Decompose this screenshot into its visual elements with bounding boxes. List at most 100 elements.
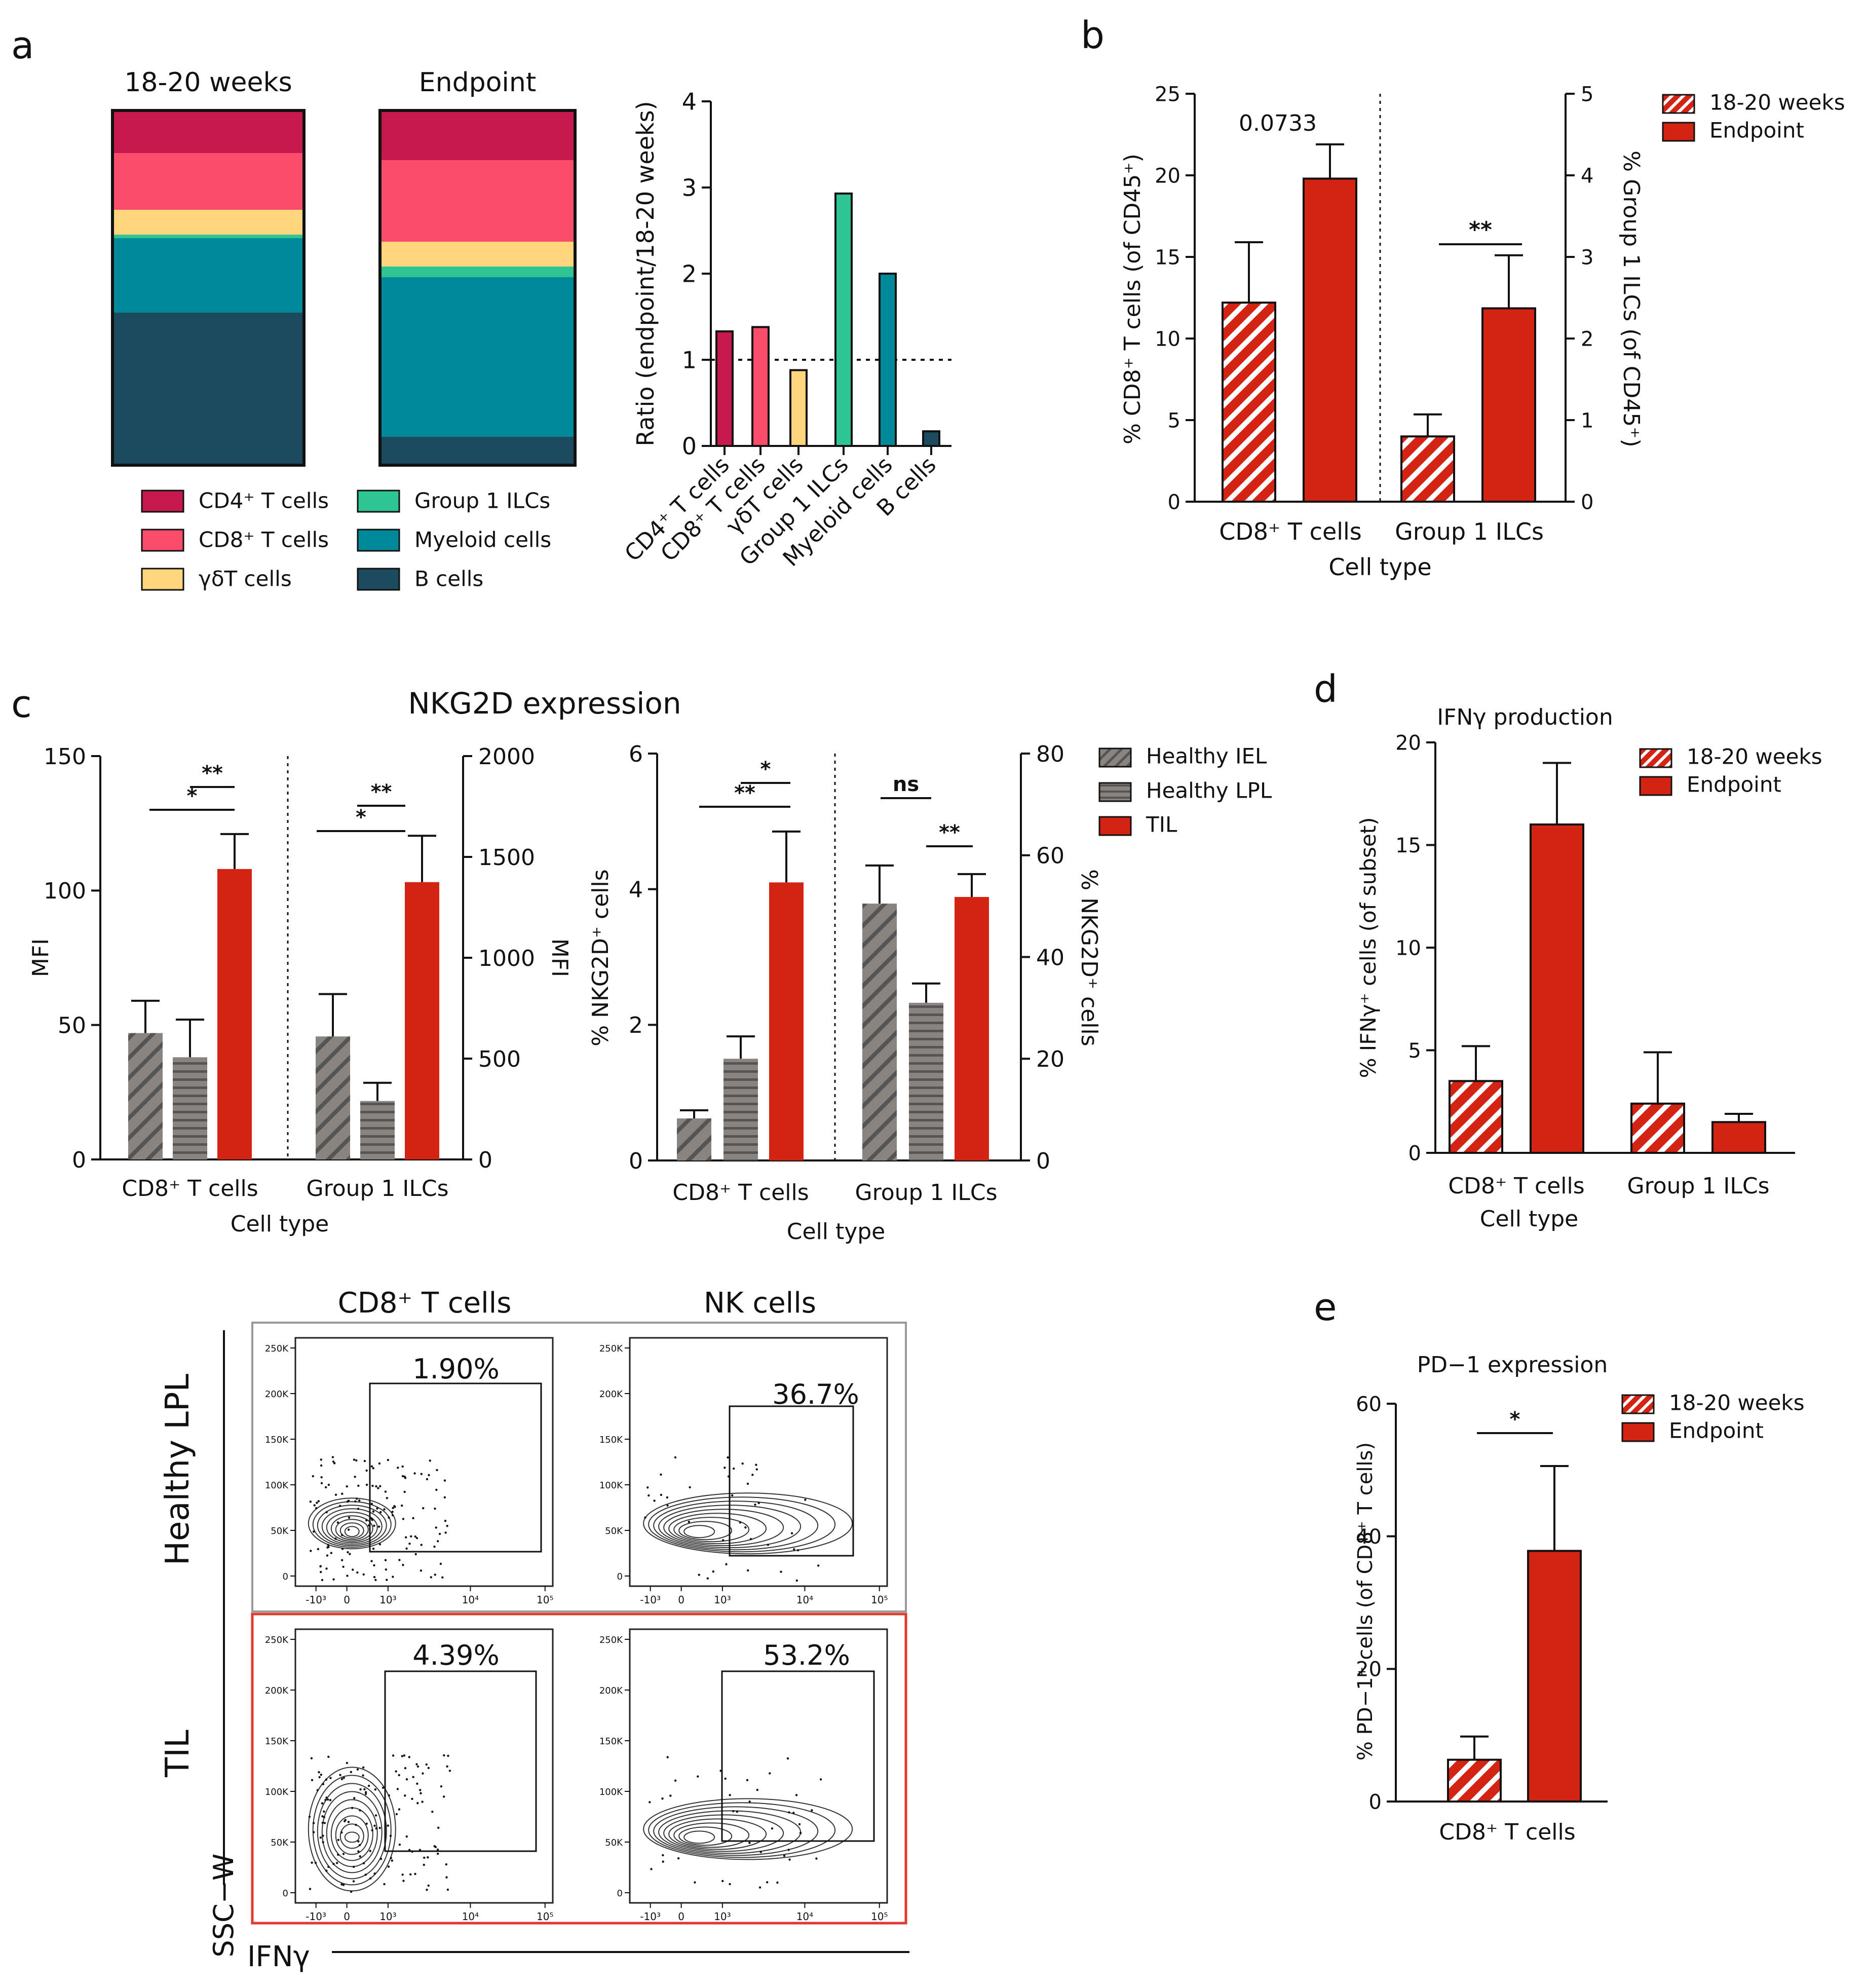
flow-event-dot [312,1530,315,1533]
e-bar [1447,1758,1502,1803]
stacked-segment-bcell [380,437,575,465]
flow-event-dot [404,1536,407,1539]
e-legend-endpoint-label: Endpoint [1669,1418,1764,1443]
flow-event-dot [372,1548,375,1550]
flow-event-dot [355,1823,357,1826]
flow-gate-percentage: 1.90% [412,1353,500,1385]
c1-bar [360,1101,395,1159]
b-y-right-tick-label: 2 [1581,327,1593,351]
flow-event-dot [769,1772,771,1775]
flow-event-dot [374,1814,377,1817]
c2-y-right-tick-label: 40 [1036,945,1064,970]
flow-event-dot [422,1772,424,1775]
flow-event-dot [375,1485,377,1488]
flow-event-dot [392,1576,394,1578]
flow-event-dot [316,1789,319,1791]
flow-contour [339,1823,364,1849]
flow-contour [643,1798,853,1860]
d-y-label: % IFNγ⁺ cells (of subset) [1356,817,1381,1078]
flow-y-tick-label: 100K [599,1480,623,1491]
flow-event-dot [377,1525,380,1528]
flow-event-dot [347,1528,350,1531]
flow-event-dot [405,1778,408,1781]
flow-event-dot [363,1788,366,1791]
flow-event-dot [346,1574,349,1577]
flow-event-dot [401,1873,404,1876]
flow-event-dot [374,1579,377,1582]
b-y-right-tick-label: 3 [1581,246,1593,269]
d-y-tick-label: 5 [1408,1039,1421,1063]
c2-significance: * [760,758,771,781]
flow-y-tick-label: 50K [271,1526,289,1536]
flow-event-dot [357,1850,360,1853]
flow-event-dot [444,1520,447,1522]
flow-event-dot [722,1539,725,1542]
flow-event-dot [443,1479,446,1482]
flow-event-dot [326,1554,329,1557]
stacked-segment-gd [380,242,575,267]
flow-event-dot [377,1487,379,1489]
flow-event-dot [729,1794,731,1796]
flow-event-dot [749,1537,752,1541]
flow-event-dot [342,1777,345,1779]
flow-x-tick-label: 10⁵ [871,1594,888,1606]
c1-y-right-tick-label: 1000 [478,946,535,971]
flow-y-tick-label: 150K [265,1435,289,1445]
c2-y-right-tick-label: 0 [1036,1148,1050,1174]
flow-event-dot [355,1497,358,1500]
stacked-bar-outline [378,109,577,467]
flow-event-dot [332,1863,335,1865]
flow-event-dot [416,1765,420,1768]
d-legend-endpoint-swatch [1639,776,1672,796]
flow-event-dot [356,1571,359,1574]
flow-event-dot [327,1755,330,1758]
flow-event-dot [322,1783,325,1785]
ratio-y-label: Ratio (endpoint/18-20 weeks) [632,101,659,446]
flow-event-dot [320,1458,322,1461]
flow-event-dot [795,1794,798,1796]
flow-event-dot [322,1841,324,1844]
flow-event-dot [370,1517,373,1520]
flow-contour [663,1509,784,1547]
flow-event-dot [353,1865,355,1868]
flow-event-dot [355,1459,358,1462]
flow-event-dot [756,1788,759,1791]
flow-x-tick-label: 10⁴ [462,1910,479,1923]
c2-y-label-left: % NKG2D⁺ cells [588,869,614,1046]
stacked-segment-ilc [380,267,575,277]
flow-y-tick-label: 50K [605,1837,623,1848]
flow-x-tick-label: 10⁵ [871,1910,888,1923]
c2-significance: ** [939,821,960,844]
flow-event-dot [787,1849,790,1851]
flow-event-dot [441,1576,444,1579]
flow-event-dot [317,1500,320,1503]
flow-event-dot [409,1873,412,1876]
flow-event-dot [349,1553,351,1555]
flow-event-dot [746,1482,749,1485]
flow-event-dot [767,1544,770,1546]
flow-event-dot [402,1880,405,1882]
flow-event-dot [334,1537,337,1540]
flow-contour [653,1806,819,1856]
c1-x-tick-label: CD8⁺ T cells [122,1176,258,1202]
flow-event-dot [337,1839,340,1842]
flow-event-dot [430,1576,432,1579]
flow-y-tick-label: 50K [605,1526,623,1536]
flow-x-tick-label: -10³ [640,1910,661,1923]
flow-event-dot [706,1577,709,1580]
flow-event-dot [447,1754,449,1757]
flow-event-dot [721,1880,724,1883]
flow-event-dot [662,1854,664,1857]
flow-event-dot [398,1559,401,1561]
flow-event-dot [393,1505,396,1508]
d-bar [1449,1080,1503,1154]
flow-event-dot [398,1808,401,1811]
flow-contour [653,1501,819,1551]
flow-event-dot [321,1815,324,1818]
flow-event-dot [379,1858,383,1860]
panel-a: 18-20 weeks Endpoint CD4⁺ T cells CD8⁺ T ce… [111,67,951,591]
flow-event-dot [340,1533,344,1536]
flow-event-dot [365,1483,368,1486]
flow-x-tick-label: 0 [344,1594,350,1606]
flow-event-dot [415,1763,418,1766]
